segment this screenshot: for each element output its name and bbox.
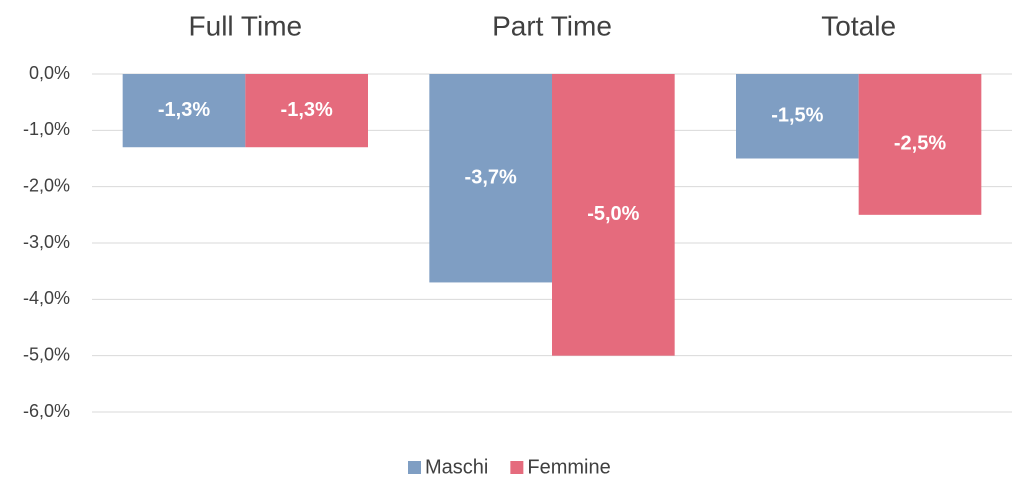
value-label: -1,3% <box>158 99 210 121</box>
y-tick-label: -6,0% <box>23 401 70 421</box>
bar <box>429 74 552 283</box>
bar <box>552 74 675 356</box>
bar <box>858 74 982 215</box>
category-label: Full Time <box>189 10 303 41</box>
y-tick-label: -5,0% <box>23 344 70 364</box>
bar <box>122 74 246 148</box>
legend-swatch <box>408 461 421 474</box>
value-label: -1,5% <box>771 105 823 127</box>
category-label: Totale <box>821 10 896 41</box>
legend-label: Femmine <box>527 456 610 478</box>
y-tick-label: -2,0% <box>23 175 70 195</box>
y-tick-label: 0,0% <box>29 63 70 83</box>
legend-swatch <box>510 461 524 474</box>
value-label: -5,0% <box>587 203 639 225</box>
y-tick-label: -3,0% <box>23 232 70 252</box>
category-label: Part Time <box>492 10 612 41</box>
y-tick-label: -4,0% <box>23 288 70 308</box>
value-label: -1,3% <box>281 99 333 121</box>
bar <box>736 74 859 159</box>
value-label: -3,7% <box>465 166 517 188</box>
legend-label: Maschi <box>425 456 488 478</box>
value-label: -2,5% <box>894 133 946 155</box>
bar <box>245 74 368 148</box>
y-tick-label: -1,0% <box>23 119 70 139</box>
